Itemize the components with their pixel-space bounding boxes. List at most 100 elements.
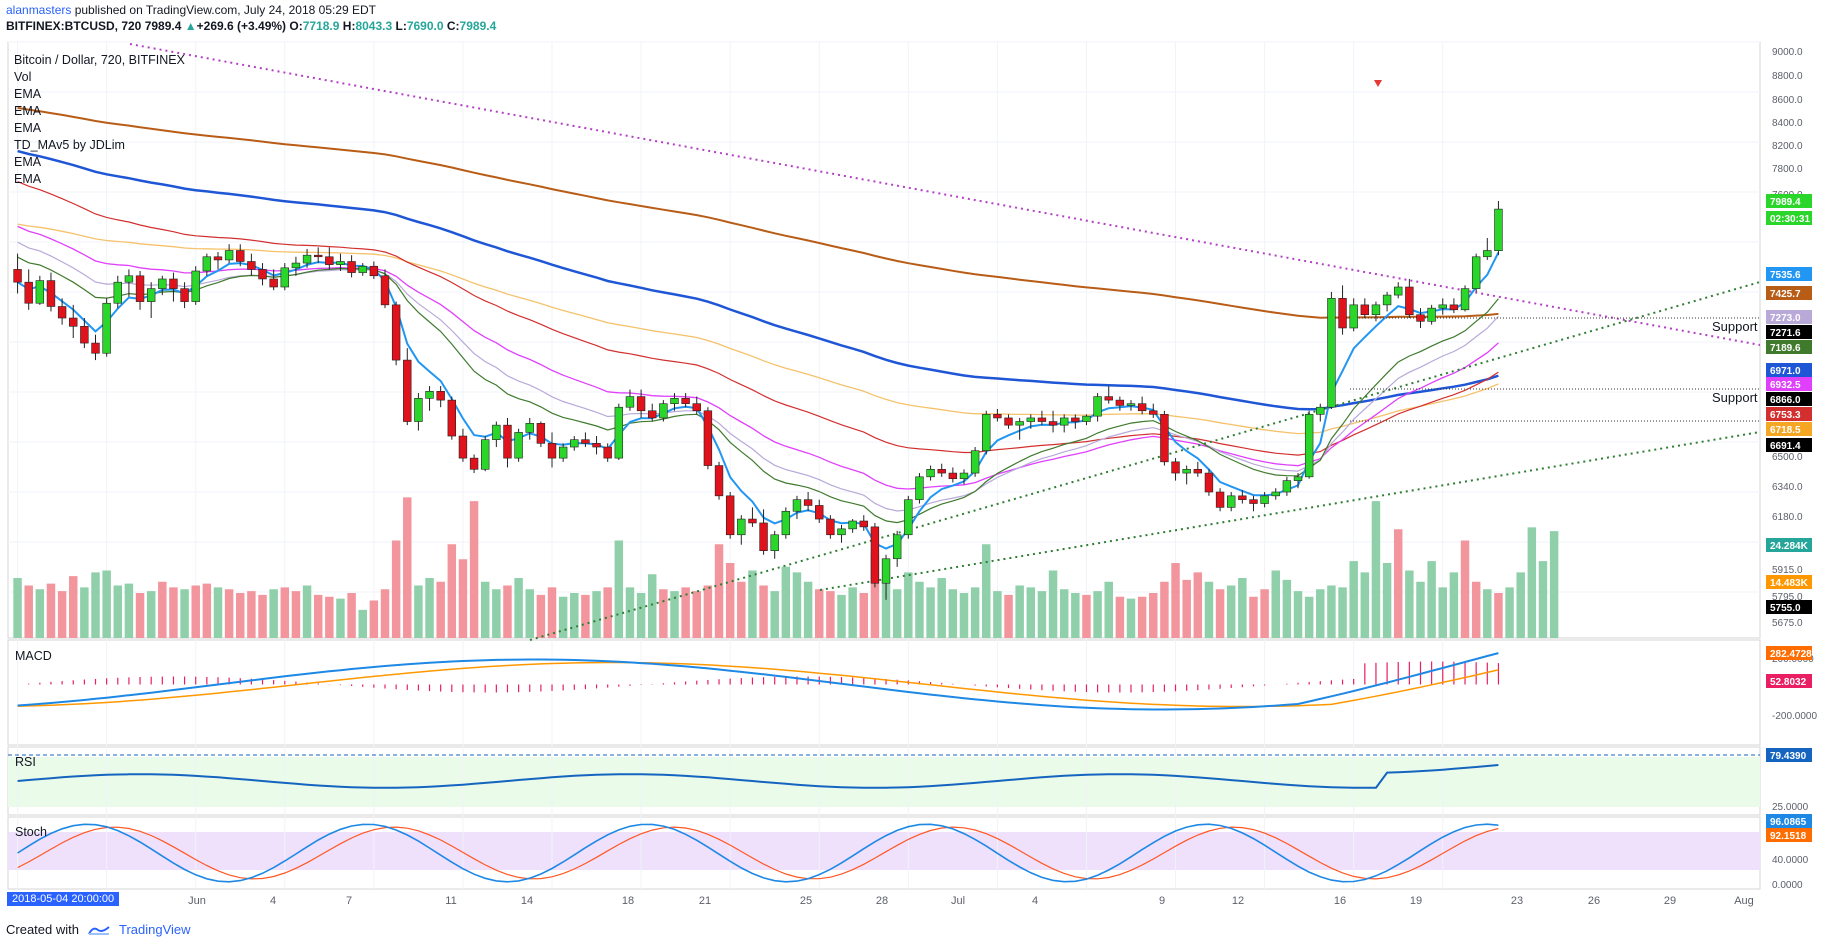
trendline-resistance xyxy=(129,43,1761,346)
author-link[interactable]: alanmasters xyxy=(6,3,72,17)
price-axis-label: 5795.0 xyxy=(1772,592,1803,603)
candle-body xyxy=(1171,461,1180,474)
candle-body xyxy=(57,306,67,319)
candle-body xyxy=(13,269,22,283)
tradingview-brand-link[interactable]: TradingView xyxy=(118,922,191,937)
candle-body xyxy=(291,262,301,269)
candle-body xyxy=(614,406,624,459)
candle-body xyxy=(859,520,868,528)
candle-body xyxy=(848,520,857,530)
candle-body xyxy=(648,410,657,419)
price-axis-label: 5675.0 xyxy=(1772,618,1803,629)
price-tag-text: 7189.6 xyxy=(1770,343,1801,354)
candle-body xyxy=(202,256,212,272)
price-tag-text: 6932.5 xyxy=(1770,380,1801,391)
legend-item-vol[interactable]: Vol xyxy=(14,70,32,84)
volume-bar xyxy=(1037,591,1047,638)
price-tag-bg xyxy=(1766,286,1812,300)
candle-body xyxy=(725,495,735,536)
volume-bar xyxy=(146,591,156,638)
price-tag-text: 7535.6 xyxy=(1770,270,1801,281)
legend-item-ema-5[interactable]: EMA xyxy=(14,172,42,186)
volume-bar xyxy=(1204,581,1214,638)
volume-bar xyxy=(1494,593,1503,638)
volume-bar xyxy=(113,585,123,638)
price-tag: 7989.4 xyxy=(1766,194,1812,208)
volume-bar xyxy=(904,572,913,638)
candle-body xyxy=(525,423,534,433)
close-value: 7989.4 xyxy=(459,19,497,33)
volume-bar xyxy=(815,589,824,638)
candle-body xyxy=(46,280,56,307)
candle-body xyxy=(358,265,367,273)
macd-tag-text: 282.4728 xyxy=(1770,649,1812,660)
legend-item-ema-4[interactable]: EMA xyxy=(14,155,42,169)
volume-bar xyxy=(280,587,290,638)
volume-bar xyxy=(1082,594,1091,638)
candle-body xyxy=(904,499,913,536)
volume-bar xyxy=(1460,540,1470,638)
volume-bar xyxy=(1549,531,1559,638)
candle-body xyxy=(1427,307,1436,322)
volume-bar xyxy=(1271,570,1280,638)
price-tag: 6691.4 xyxy=(1766,438,1812,452)
price-axis-label: 8200.0 xyxy=(1772,141,1803,152)
legend-item-ema-1[interactable]: EMA xyxy=(14,87,42,101)
volume-bar xyxy=(1059,589,1069,638)
price-axis-label: 6340.0 xyxy=(1772,482,1803,493)
candle-body xyxy=(24,281,33,304)
volume-bar xyxy=(1215,589,1225,638)
price-tag: 24.284K xyxy=(1766,538,1812,552)
time-axis-label: 18 xyxy=(622,895,634,907)
legend-item-td-ma[interactable]: TD_MAv5 by JDLim xyxy=(14,138,125,152)
time-axis-label: 7 xyxy=(346,895,352,907)
candle-body xyxy=(892,534,902,560)
stoch-k-line xyxy=(17,823,1499,883)
up-arrow-icon: ▲ xyxy=(184,19,197,33)
candle-body xyxy=(881,558,891,584)
price-tag-text: 5755.0 xyxy=(1770,603,1801,614)
candle-body xyxy=(592,443,601,448)
close-label: C: xyxy=(446,19,460,33)
candle-body xyxy=(1293,476,1303,481)
volume-bar xyxy=(35,589,45,638)
volume-bar xyxy=(369,600,379,638)
price-tag-bg xyxy=(1766,211,1812,225)
candle-body xyxy=(870,526,880,584)
volume-bar xyxy=(770,591,779,638)
volume-bar xyxy=(1226,585,1236,638)
tradingview-logo-icon xyxy=(88,926,110,935)
volume-bar xyxy=(781,566,791,638)
price-tag: 6753.3 xyxy=(1766,407,1812,421)
candle-body xyxy=(35,280,45,304)
price-tag: 6971.0 xyxy=(1766,363,1812,377)
candle-body xyxy=(1182,469,1191,474)
volume-bar xyxy=(603,587,612,638)
time-axis-label: 29 xyxy=(1664,895,1676,907)
volume-bar xyxy=(236,593,245,638)
volume-bar xyxy=(1382,563,1392,638)
support-label-lower: Support xyxy=(1712,390,1758,405)
legend-item-ema-2[interactable]: EMA xyxy=(14,104,42,118)
candle-body xyxy=(1082,415,1091,422)
legend-item-ema-3[interactable]: EMA xyxy=(14,121,42,135)
volume-bar xyxy=(1115,596,1125,638)
volume-bar xyxy=(1527,527,1537,638)
candle-body xyxy=(1271,491,1280,497)
price-tag-bg xyxy=(1766,377,1812,391)
volume-bar xyxy=(24,585,33,638)
volume-bar xyxy=(993,591,1002,638)
volume-bar xyxy=(46,583,56,638)
stoch-tag-bg xyxy=(1766,828,1812,842)
candle-body xyxy=(69,317,78,327)
volume-bar xyxy=(581,594,590,638)
candle-body xyxy=(269,278,278,288)
price-tag-bg xyxy=(1766,310,1812,324)
volume-bar xyxy=(725,563,735,638)
open-label: O: xyxy=(289,19,303,33)
volume-bar xyxy=(91,572,100,638)
candle-body xyxy=(113,281,122,304)
ema-200-line xyxy=(17,106,1499,319)
candle-body xyxy=(236,250,245,262)
